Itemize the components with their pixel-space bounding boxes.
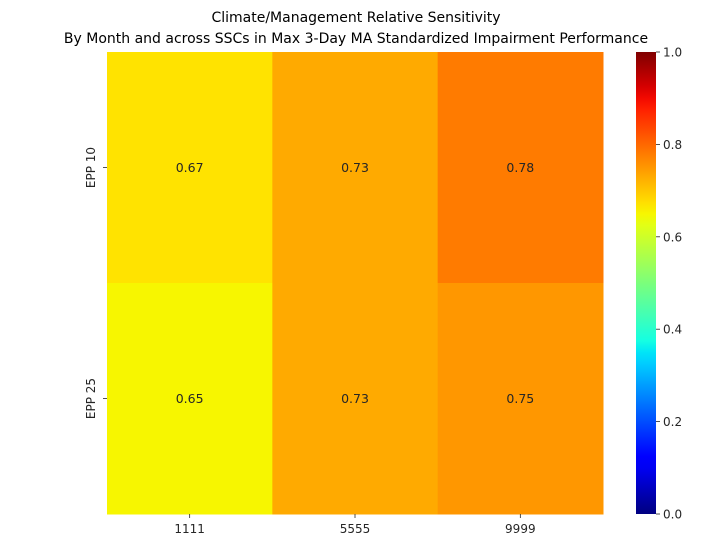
cell-value-label: 0.75 (506, 391, 534, 406)
x-tick-label: 9999 (505, 522, 536, 536)
y-tick-label: EPP 25 (84, 378, 98, 419)
colorbar-gradient (636, 52, 656, 514)
colorbar-tick-label: 0.6 (663, 230, 682, 244)
colorbar-tick-label: 0.8 (663, 138, 682, 152)
colorbar-tick-label: 0.0 (663, 508, 682, 522)
colorbar-tick-label: 0.2 (663, 415, 682, 429)
x-tick-label: 5555 (340, 522, 371, 536)
y-axis: EPP 10 EPP 25 (84, 147, 107, 419)
colorbar-tick-label: 0.4 (663, 323, 682, 337)
heatmap-cells (107, 52, 604, 515)
heatmap-cell-labels: 0.67 0.73 0.78 0.65 0.73 0.75 (176, 160, 535, 406)
y-tick-label: EPP 10 (84, 147, 98, 188)
cell-value-label: 0.67 (176, 160, 204, 175)
cell-value-label: 0.65 (176, 391, 204, 406)
heatmap-cell (272, 283, 439, 515)
heatmap-cell (272, 52, 439, 284)
heatmap-cell (107, 283, 273, 515)
x-axis: 1111 5555 9999 (174, 514, 536, 536)
cell-value-label: 0.73 (341, 160, 369, 175)
colorbar: 0.0 0.2 0.4 0.6 0.8 1.0 (636, 46, 682, 522)
x-tick-label: 1111 (174, 522, 205, 536)
chart-title-line-1: Climate/Management Relative Sensitivity (211, 10, 500, 26)
heatmap-cell (437, 52, 604, 284)
cell-value-label: 0.73 (341, 391, 369, 406)
heatmap-cell (107, 52, 273, 284)
chart-title-line-2: By Month and across SSCs in Max 3-Day MA… (64, 31, 648, 47)
cell-value-label: 0.78 (506, 160, 534, 175)
heatmap-cell (437, 283, 604, 515)
colorbar-tick-label: 1.0 (663, 46, 682, 60)
chart-title: Climate/Management Relative Sensitivity … (64, 10, 648, 47)
